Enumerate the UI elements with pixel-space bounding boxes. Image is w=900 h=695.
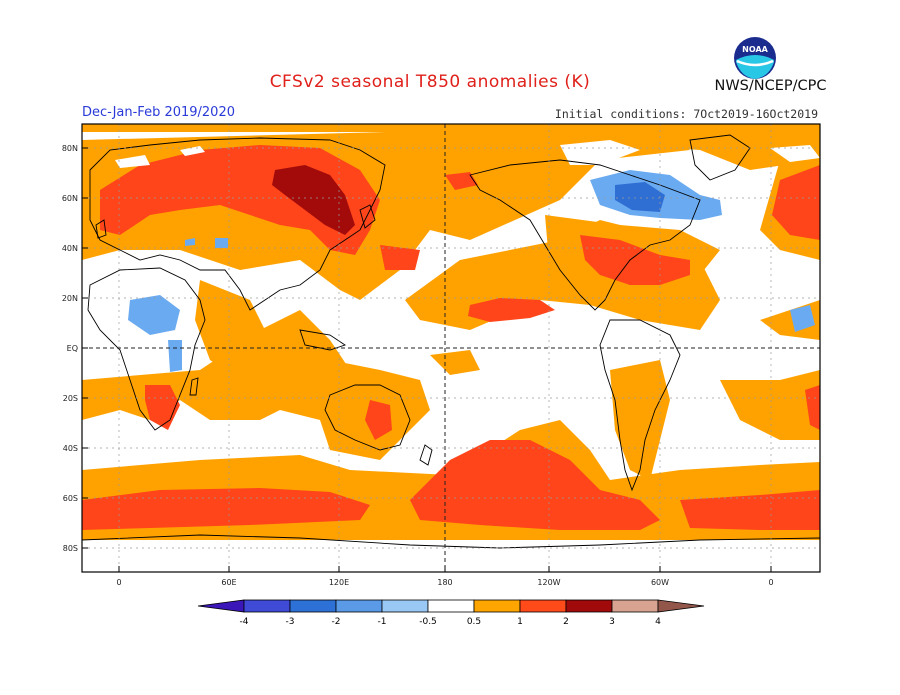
lon-label: 180 (437, 578, 452, 587)
lon-label: 0 (116, 578, 121, 587)
coastlines (82, 134, 820, 549)
legend-labels: -4 -3 -2 -1 -0.5 0.5 1 2 3 4 (240, 617, 662, 627)
lon-label: 120E (329, 578, 349, 587)
lon-label: 60E (221, 578, 236, 587)
lat-label: 80S (63, 544, 78, 553)
logo-text: NOAA (742, 45, 768, 54)
legend-swatch (427, 599, 475, 613)
legend-swatch (565, 599, 613, 613)
lat-label: 20N (62, 294, 78, 303)
noaa-logo: NOAA (734, 37, 776, 79)
legend-swatch (657, 599, 705, 613)
legend-label: 3 (609, 617, 615, 627)
legend-label: 4 (655, 617, 661, 627)
legend-label: -0.5 (419, 617, 437, 627)
legend-label: -4 (240, 617, 249, 627)
legend-label: -3 (286, 617, 295, 627)
anomaly-darkblue-regions (615, 182, 665, 212)
legend-swatch (197, 599, 245, 613)
lat-label: 80N (62, 144, 78, 153)
legend-swatch (289, 599, 337, 613)
legend-label: 0.5 (467, 617, 481, 627)
agency-label: NWS/NCEP/CPC (714, 78, 827, 94)
lat-label: 20S (63, 394, 78, 403)
lat-label: 60N (62, 194, 78, 203)
tick-marks (82, 147, 772, 572)
legend-label: 2 (563, 617, 569, 627)
lat-label: 60S (63, 494, 78, 503)
legend-swatch (381, 599, 429, 613)
lat-label: 40N (62, 244, 78, 253)
chart-title: CFSv2 seasonal T850 anomalies (K) (269, 72, 591, 92)
anomaly-near-zero-regions (115, 140, 820, 168)
legend-label: -1 (378, 617, 387, 627)
longitude-labels: 0 60E 120E 180 120W 60W 0 (116, 578, 773, 587)
lat-label: EQ (67, 344, 78, 353)
initial-conditions: Initial conditions: 7Oct2019-16Oct2019 (554, 107, 818, 121)
legend-label: 1 (517, 617, 523, 627)
reference-lines (82, 124, 820, 572)
lat-label: 40S (63, 444, 78, 453)
anomaly-darkred-regions (272, 165, 355, 235)
legend-swatch (473, 599, 521, 613)
legend-swatch (519, 599, 567, 613)
legend-swatch (243, 599, 291, 613)
legend-swatch (335, 599, 383, 613)
color-legend (197, 599, 705, 613)
lon-label: 60W (651, 578, 669, 587)
latitude-labels: 80N 60N 40N 20N EQ 20S 40S 60S 80S (62, 144, 78, 553)
legend-swatch (611, 599, 659, 613)
forecast-period: Dec-Jan-Feb 2019/2020 (82, 105, 235, 120)
lon-label: 120W (537, 578, 560, 587)
lon-label: 0 (768, 578, 773, 587)
legend-label: -2 (332, 617, 341, 627)
map-plot-area (82, 124, 820, 572)
